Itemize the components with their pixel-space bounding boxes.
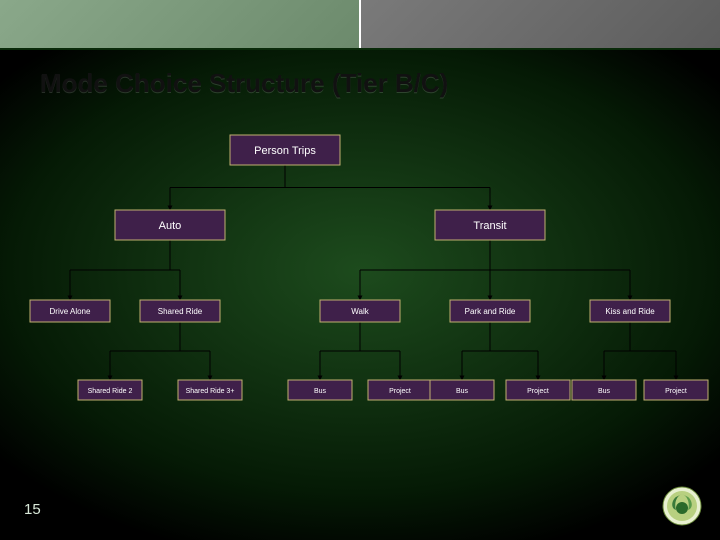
node-pr-bus: Bus bbox=[430, 380, 494, 400]
node-walk: Walk bbox=[320, 300, 400, 322]
page-number: 15 bbox=[24, 501, 41, 518]
node-label: Drive Alone bbox=[50, 307, 91, 316]
node-label: Park and Ride bbox=[465, 307, 516, 316]
node-label: Bus bbox=[598, 388, 611, 395]
node-walk-bus: Bus bbox=[288, 380, 352, 400]
mode-choice-diagram: Person Trips Auto Transit Drive Alone Shared… bbox=[10, 120, 710, 470]
slide: Mode Choice Structure (Tier B/C) Person … bbox=[0, 0, 720, 540]
node-park-ride: Park and Ride bbox=[450, 300, 530, 322]
collage-segment bbox=[0, 0, 361, 48]
collage-segment bbox=[361, 0, 720, 48]
node-shared-ride: Shared Ride bbox=[140, 300, 220, 322]
node-label: Shared Ride 3+ bbox=[186, 388, 235, 395]
collage-strip-right bbox=[0, 0, 720, 50]
node-label: Kiss and Ride bbox=[605, 307, 655, 316]
node-label: Project bbox=[389, 388, 411, 395]
node-label: Project bbox=[527, 388, 549, 395]
node-label: Bus bbox=[456, 388, 469, 395]
node-label: Shared Ride 2 bbox=[88, 388, 133, 395]
node-kr-bus: Bus bbox=[572, 380, 636, 400]
node-transit: Transit bbox=[435, 210, 545, 240]
node-drive-alone: Drive Alone bbox=[30, 300, 110, 322]
node-label: Auto bbox=[159, 220, 182, 232]
county-logo-icon bbox=[662, 486, 702, 526]
node-label: Project bbox=[665, 388, 687, 395]
node-pr-project: Project bbox=[506, 380, 570, 400]
node-sr2: Shared Ride 2 bbox=[78, 380, 142, 400]
slide-title: Mode Choice Structure (Tier B/C) bbox=[40, 68, 448, 99]
node-label: Transit bbox=[473, 220, 506, 232]
node-root: Person Trips bbox=[230, 135, 340, 165]
node-label: Walk bbox=[351, 307, 369, 316]
node-label: Bus bbox=[314, 388, 327, 395]
node-kiss-ride: Kiss and Ride bbox=[590, 300, 670, 322]
node-kr-project: Project bbox=[644, 380, 708, 400]
node-label: Shared Ride bbox=[158, 307, 203, 316]
node-walk-project: Project bbox=[368, 380, 432, 400]
node-label: Person Trips bbox=[254, 145, 316, 157]
node-sr3: Shared Ride 3+ bbox=[178, 380, 242, 400]
node-auto: Auto bbox=[115, 210, 225, 240]
